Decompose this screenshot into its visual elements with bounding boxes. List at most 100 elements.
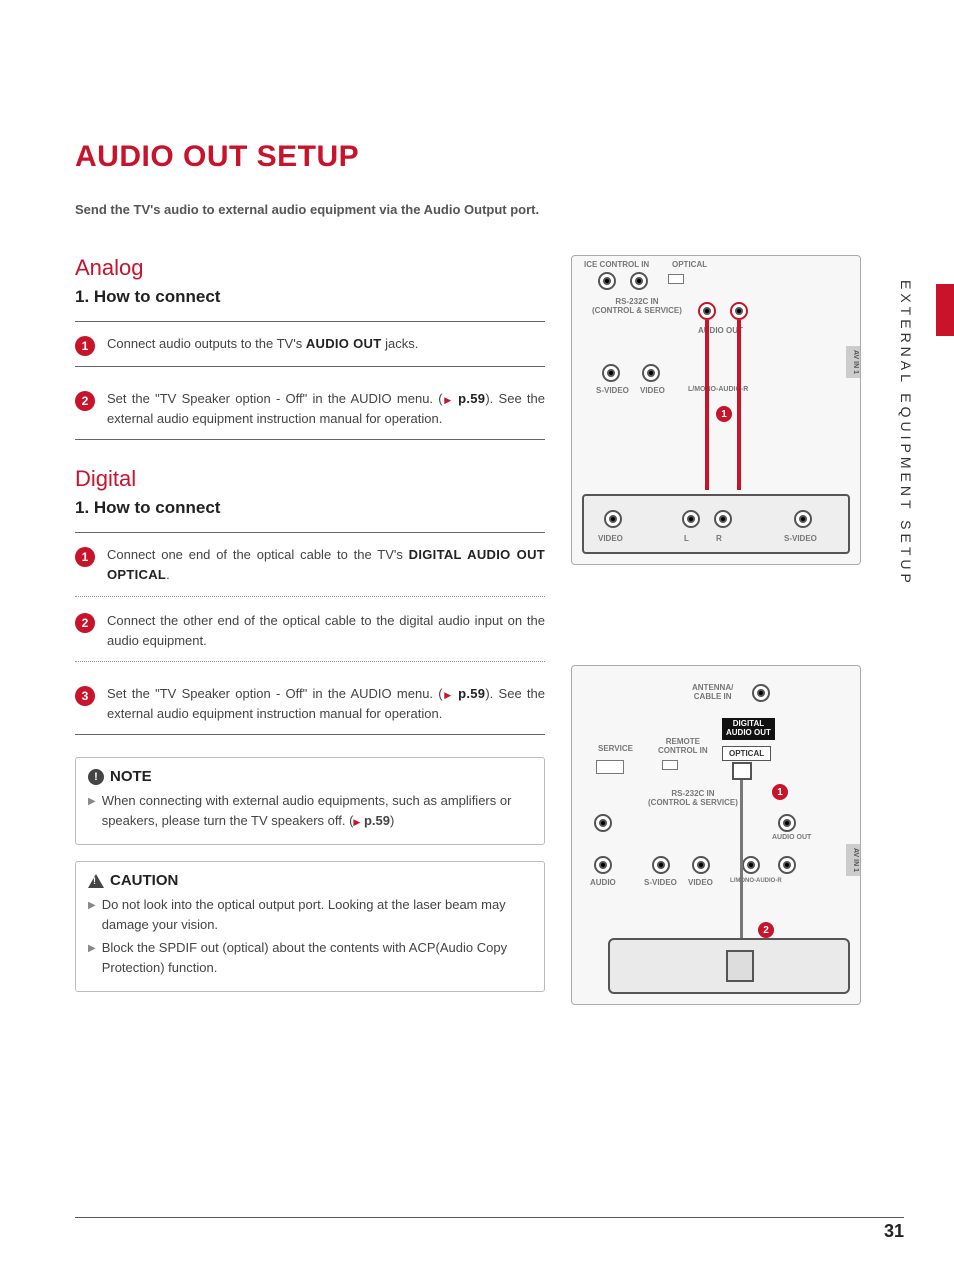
triangle-icon: ▶: [443, 395, 453, 405]
text: Set the "TV Speaker option - Off" in the…: [107, 391, 443, 406]
triangle-icon: ▶: [88, 898, 96, 934]
text: Connect one end of the optical cable to …: [107, 547, 409, 562]
diag-label: OPTICAL: [672, 260, 707, 269]
caution-item: ▶ Block the SPDIF out (optical) about th…: [88, 938, 532, 977]
optical-cable: [740, 780, 743, 950]
digital-step-1-num: 1: [75, 547, 95, 567]
digital-step-2-num: 2: [75, 613, 95, 633]
diag-label: R: [716, 534, 722, 543]
optical-label: OPTICAL: [722, 746, 771, 761]
diag-label: VIDEO: [598, 534, 623, 543]
text: Set the "TV Speaker option - Off" in the…: [107, 686, 443, 701]
text: Connect audio outputs to the TV's: [107, 336, 306, 351]
digital-step-2-text: Connect the other end of the optical cab…: [107, 611, 545, 651]
triangle-icon: ▶: [443, 690, 453, 700]
diag-label: AUDIO OUT: [772, 834, 811, 841]
diag-label: S-VIDEO: [644, 878, 677, 887]
audio-port: [730, 302, 748, 320]
digital-diagram: ANTENNA/ CABLE IN DIGITAL AUDIO OUT OPTI…: [571, 665, 861, 1005]
analog-subhead: 1. How to connect: [75, 287, 545, 307]
note-heading: NOTE: [110, 768, 152, 785]
text: Do not look into the optical output port…: [102, 895, 532, 934]
avin-tab: AV IN 1: [846, 346, 860, 378]
page-ref: p.59: [458, 686, 485, 701]
diag-label: SERVICE: [598, 744, 633, 753]
page-title: AUDIO OUT SETUP: [75, 140, 879, 174]
marker-1: 1: [772, 784, 788, 800]
page-footer-rule: [75, 1217, 904, 1218]
text: Connect the other end of the optical cab…: [107, 613, 545, 648]
text: ): [390, 813, 394, 828]
port: [778, 856, 796, 874]
diag-label: RS-232C IN (CONTROL & SERVICE): [648, 790, 738, 808]
diag-label: AUDIO: [590, 878, 616, 887]
port: [794, 510, 812, 528]
port: [598, 272, 616, 290]
audio-port: [698, 302, 716, 320]
port: [752, 684, 770, 702]
port: [662, 760, 678, 770]
port: [594, 856, 612, 874]
digital-step-3-text: Set the "TV Speaker option - Off" in the…: [107, 684, 545, 724]
port: [714, 510, 732, 528]
text: jacks.: [385, 336, 418, 351]
triangle-icon: ▶: [353, 817, 360, 827]
digital-subhead: 1. How to connect: [75, 498, 545, 518]
triangle-icon: ▶: [88, 941, 96, 977]
text: Block the SPDIF out (optical) about the …: [102, 938, 532, 977]
digital-step-3-num: 3: [75, 686, 95, 706]
port: [682, 510, 700, 528]
avin-tab: AV IN 1: [846, 844, 860, 876]
port: [596, 760, 624, 774]
info-icon: !: [88, 769, 104, 785]
diag-label: RS-232C IN (CONTROL & SERVICE): [592, 298, 682, 316]
device-box: [608, 938, 850, 994]
note-box: ! NOTE ▶ When connecting with external a…: [75, 757, 545, 845]
diag-label: VIDEO: [640, 386, 665, 395]
warning-icon: [88, 874, 104, 888]
analog-heading: Analog: [75, 255, 545, 281]
digital-heading: Digital: [75, 466, 545, 492]
port: [642, 364, 660, 382]
note-item: ▶ When connecting with external audio eq…: [88, 791, 532, 830]
text: When connecting with external audio equi…: [102, 793, 512, 828]
caution-box: CAUTION ▶ Do not look into the optical o…: [75, 861, 545, 992]
digital-audio-out-label: DIGITAL AUDIO OUT: [722, 718, 775, 740]
intro-text: Send the TV's audio to external audio eq…: [75, 202, 879, 217]
device-optical-in: [726, 950, 754, 982]
text: .: [166, 567, 170, 582]
diag-label: S-VIDEO: [784, 534, 817, 543]
analog-step-1-num: 1: [75, 336, 95, 356]
triangle-icon: ▶: [88, 794, 96, 830]
cable: [705, 320, 709, 490]
port: [594, 814, 612, 832]
analog-diagram: ICE CONTROL IN OPTICAL RS-232C IN (CONTR…: [571, 255, 861, 565]
port: [692, 856, 710, 874]
bold-term: AUDIO OUT: [306, 336, 382, 351]
diag-label: L: [684, 534, 689, 543]
analog-step-1-text: Connect audio outputs to the TV's AUDIO …: [107, 334, 418, 356]
marker-2: 2: [758, 922, 774, 938]
diag-label: VIDEO: [688, 878, 713, 887]
analog-step-2-text: Set the "TV Speaker option - Off" in the…: [107, 389, 545, 429]
digital-step-1-text: Connect one end of the optical cable to …: [107, 545, 545, 585]
page-ref: p.59: [458, 391, 485, 406]
diag-label: S-VIDEO: [596, 386, 629, 395]
caution-item: ▶ Do not look into the optical output po…: [88, 895, 532, 934]
port: [602, 364, 620, 382]
marker-1: 1: [716, 406, 732, 422]
diag-label: ICE CONTROL IN: [584, 260, 649, 269]
optical-port: [732, 762, 752, 780]
port: [742, 856, 760, 874]
port: [652, 856, 670, 874]
text: DIGITAL AUDIO OUT: [726, 719, 771, 737]
port: [630, 272, 648, 290]
page-ref: p.59: [364, 813, 390, 828]
device-bar: VIDEO L R S-VIDEO: [582, 494, 850, 554]
page-number: 31: [884, 1221, 904, 1242]
caution-heading: CAUTION: [110, 872, 178, 889]
diag-label: L/MONO-AUDIO-R: [730, 878, 782, 884]
diag-label: ANTENNA/ CABLE IN: [692, 684, 733, 702]
diag-label: REMOTE CONTROL IN: [658, 738, 708, 756]
port: [778, 814, 796, 832]
